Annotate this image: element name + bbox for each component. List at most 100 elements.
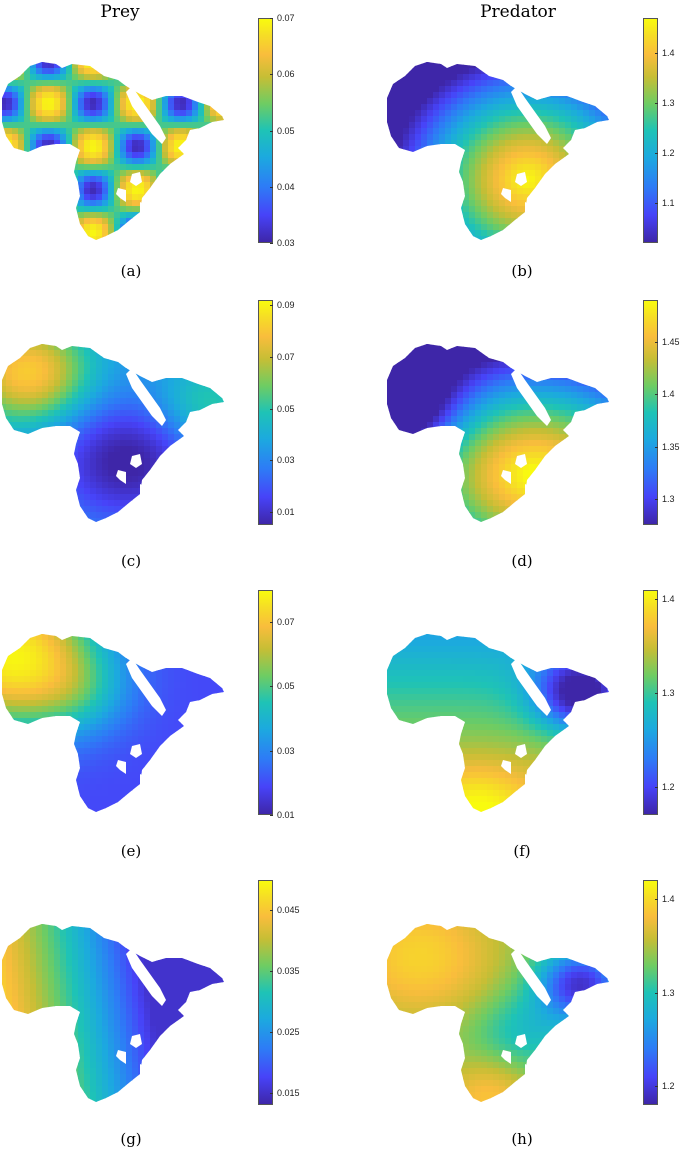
colorbar-tick-label: 0.015 bbox=[277, 1087, 300, 1098]
colorbar-tick-label: 1.4 bbox=[662, 594, 675, 605]
colorbar-tick bbox=[655, 203, 658, 204]
red-sea-gap bbox=[126, 948, 166, 1006]
column-title-prey: Prey bbox=[100, 2, 140, 22]
colorbar-tick bbox=[270, 74, 273, 76]
red-sea-gap bbox=[126, 658, 166, 716]
colorbar-tick-label: 1.3 bbox=[662, 688, 675, 699]
panel-caption: (e) bbox=[120, 842, 142, 860]
colorbar bbox=[643, 590, 658, 815]
map-panel-g bbox=[2, 924, 224, 1102]
lake-gap-1 bbox=[501, 470, 511, 484]
colorbar-tick-label: 0.03 bbox=[277, 745, 295, 756]
colorbar-tick-label: 0.01 bbox=[277, 810, 295, 820]
heat-field bbox=[387, 634, 609, 812]
colorbar-tick-label: 0.03 bbox=[277, 455, 295, 466]
lake-gap-2 bbox=[525, 202, 529, 214]
colorbar-tick-label: 0.025 bbox=[277, 1027, 300, 1038]
map-panel-e bbox=[2, 634, 224, 812]
colorbar-tick bbox=[270, 750, 273, 752]
colorbar-tick-label: 1.1 bbox=[662, 198, 675, 208]
colorbar-tick bbox=[270, 815, 273, 816]
panel-caption: (g) bbox=[120, 1130, 142, 1148]
lake-gap-1 bbox=[116, 188, 126, 202]
colorbar-tick bbox=[655, 153, 658, 154]
red-sea-gap bbox=[511, 948, 551, 1006]
map-panel-c bbox=[2, 344, 224, 522]
colorbar-tick-label: 0.06 bbox=[277, 69, 295, 80]
colorbar-tick bbox=[270, 305, 273, 307]
lake-gap-0 bbox=[130, 172, 142, 186]
lake-gap-0 bbox=[130, 454, 142, 468]
colorbar-tick bbox=[655, 992, 658, 994]
colorbar-tick bbox=[270, 356, 273, 358]
lake-gap-2 bbox=[140, 1064, 144, 1076]
lake-gap-0 bbox=[130, 744, 142, 758]
panel-caption: (d) bbox=[511, 552, 533, 570]
heat-field bbox=[387, 62, 609, 240]
heat-field bbox=[2, 634, 224, 812]
map-panel-h bbox=[387, 924, 609, 1102]
lake-gap-0 bbox=[130, 1034, 142, 1048]
colorbar-tick bbox=[270, 971, 273, 973]
colorbar-tick-label: 0.035 bbox=[277, 966, 300, 977]
colorbar-tick-label: 0.09 bbox=[277, 300, 295, 311]
heat-field bbox=[2, 62, 224, 240]
colorbar-tick bbox=[655, 394, 658, 396]
colorbar-tick bbox=[655, 693, 658, 695]
red-sea-gap bbox=[126, 368, 166, 426]
colorbar-tick-label: 1.4 bbox=[662, 893, 675, 904]
lake-gap-1 bbox=[501, 188, 511, 202]
colorbar-tick-label: 1.35 bbox=[662, 441, 680, 452]
colorbar-tick bbox=[270, 460, 273, 462]
colorbar-tick bbox=[655, 103, 658, 104]
colorbar-tick bbox=[270, 1092, 273, 1094]
colorbar-tick-label: 1.4 bbox=[662, 48, 675, 58]
lake-gap-0 bbox=[515, 454, 527, 468]
colorbar-tick-label: 1.3 bbox=[662, 987, 675, 998]
colorbar-tick-label: 0.07 bbox=[277, 351, 295, 362]
red-sea-gap bbox=[511, 86, 551, 144]
lake-gap-2 bbox=[525, 1064, 529, 1076]
colorbar bbox=[258, 590, 273, 815]
colorbar-tick-label: 1.3 bbox=[662, 98, 675, 108]
panel-caption: (h) bbox=[511, 1130, 533, 1148]
heat-field bbox=[387, 924, 609, 1102]
lake-gap-2 bbox=[525, 484, 529, 496]
colorbar-tick-label: 0.05 bbox=[277, 403, 295, 414]
heat-field bbox=[2, 924, 224, 1102]
lake-gap-0 bbox=[515, 1034, 527, 1048]
colorbar-tick-label: 0.05 bbox=[277, 681, 295, 692]
colorbar-tick bbox=[270, 243, 273, 244]
panel-caption: (b) bbox=[511, 262, 533, 280]
colorbar-tick-label: 1.45 bbox=[662, 336, 680, 347]
column-title-predator: Predator bbox=[480, 2, 556, 22]
lake-gap-2 bbox=[140, 774, 144, 786]
panel-caption: (f) bbox=[513, 842, 531, 860]
panel-caption: (a) bbox=[120, 262, 142, 280]
colorbar-tick bbox=[655, 498, 658, 500]
colorbar-tick bbox=[270, 18, 273, 19]
colorbar-tick bbox=[655, 1086, 658, 1088]
lake-gap-1 bbox=[116, 470, 126, 484]
lake-gap-0 bbox=[515, 744, 527, 758]
red-sea-gap bbox=[511, 658, 551, 716]
colorbar-tick bbox=[655, 53, 658, 54]
map-panel-b bbox=[387, 62, 609, 240]
colorbar-tick-label: 1.2 bbox=[662, 781, 675, 792]
lake-gap-0 bbox=[515, 172, 527, 186]
map-panel-f bbox=[387, 634, 609, 812]
colorbar-tick bbox=[655, 898, 658, 900]
colorbar-tick-label: 0.04 bbox=[277, 181, 295, 192]
colorbar-tick bbox=[270, 910, 273, 912]
colorbar-tick bbox=[270, 408, 273, 410]
heat-field bbox=[2, 344, 224, 522]
heat-field bbox=[387, 344, 609, 522]
map-panel-d bbox=[387, 344, 609, 522]
colorbar-tick-label: 0.05 bbox=[277, 125, 295, 136]
colorbar-tick bbox=[270, 512, 273, 514]
lake-gap-2 bbox=[140, 484, 144, 496]
colorbar-tick bbox=[655, 341, 658, 343]
colorbar-tick bbox=[270, 186, 273, 188]
colorbar bbox=[258, 880, 273, 1105]
colorbar-tick-label: 1.3 bbox=[662, 493, 675, 504]
